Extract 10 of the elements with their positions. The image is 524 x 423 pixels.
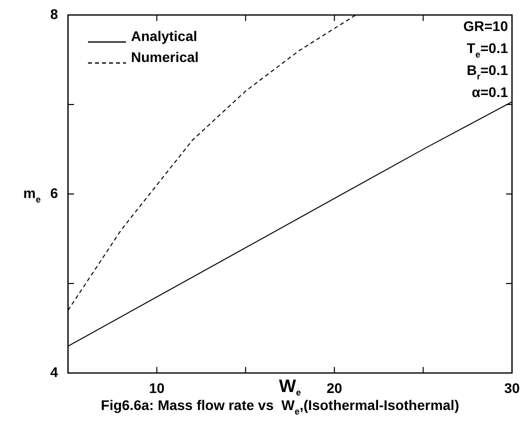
annotation: α=0.1 — [472, 84, 508, 100]
legend-label: Numerical — [131, 48, 199, 65]
x-tick-label: 10 — [149, 380, 165, 396]
x-tick-label: 20 — [326, 380, 342, 396]
y-tick-label: 6 — [50, 184, 58, 201]
y-tick-label: 8 — [50, 6, 58, 22]
legend-label: Analytical — [131, 28, 198, 44]
annotation: GR=10 — [463, 18, 508, 34]
x-tick-label: 30 — [504, 380, 520, 396]
y-tick-label: 4 — [50, 364, 58, 380]
